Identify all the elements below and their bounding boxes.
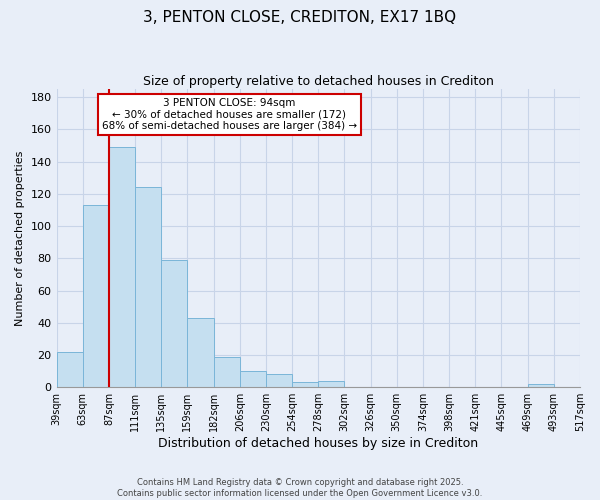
Bar [266,374,292,387]
Bar [56,352,83,387]
Bar [318,381,344,387]
X-axis label: Distribution of detached houses by size in Crediton: Distribution of detached houses by size … [158,437,478,450]
Title: Size of property relative to detached houses in Crediton: Size of property relative to detached ho… [143,75,494,88]
Bar [240,371,266,387]
Bar [214,356,240,387]
Bar [161,260,187,387]
Bar [135,188,161,387]
Bar [527,384,554,387]
Bar [83,205,109,387]
Y-axis label: Number of detached properties: Number of detached properties [15,150,25,326]
Text: Contains HM Land Registry data © Crown copyright and database right 2025.
Contai: Contains HM Land Registry data © Crown c… [118,478,482,498]
Bar [292,382,318,387]
Text: 3, PENTON CLOSE, CREDITON, EX17 1BQ: 3, PENTON CLOSE, CREDITON, EX17 1BQ [143,10,457,25]
Text: 3 PENTON CLOSE: 94sqm
← 30% of detached houses are smaller (172)
68% of semi-det: 3 PENTON CLOSE: 94sqm ← 30% of detached … [102,98,357,132]
Bar [187,318,214,387]
Bar [109,147,135,387]
